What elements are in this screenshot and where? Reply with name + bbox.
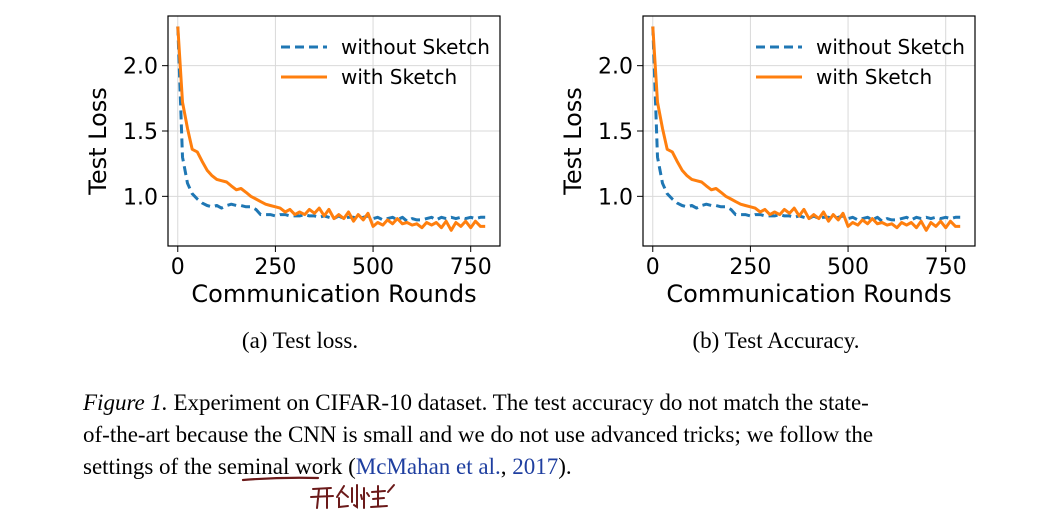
caption-line-3-end: ). bbox=[558, 454, 571, 479]
underlined-word: seminal bbox=[218, 454, 290, 479]
figure-label: Figure 1. bbox=[82, 390, 168, 415]
x-tick-label: 750 bbox=[450, 255, 492, 280]
citation-link[interactable]: McMahan et al. bbox=[356, 454, 501, 479]
chart-panel-a: 0 250 500 750 1.0 1.5 2.0 without Sketch with … bbox=[84, 15, 501, 353]
series-line-with-sketch bbox=[651, 26, 961, 232]
x-tick-label: 250 bbox=[729, 255, 771, 280]
subcaption-b: (b) Test Accuracy. bbox=[693, 328, 860, 353]
hand-underline bbox=[241, 476, 320, 482]
series-line-without-sketch bbox=[651, 26, 961, 223]
y-tick-label: 1.5 bbox=[598, 120, 633, 145]
caption-line-3-mid: work ( bbox=[289, 454, 355, 479]
caption-line-1: Figure 1. Experiment on CIFAR-10 dataset… bbox=[82, 390, 869, 415]
legend-label-without-sketch: without Sketch bbox=[816, 35, 965, 59]
y-tick-label: 2.0 bbox=[598, 55, 633, 80]
x-tick-label: 750 bbox=[925, 255, 967, 280]
chart-panel-b: 0 250 500 750 1.0 1.5 2.0 without Sketch with … bbox=[559, 15, 976, 353]
x-tick-label: 500 bbox=[827, 255, 869, 280]
caption-line-2: of-the-art because the CNN is small and … bbox=[83, 422, 873, 447]
x-axis-label: Communication Rounds bbox=[191, 280, 476, 308]
series-line-with-sketch bbox=[176, 26, 486, 232]
y-axis-label: Test Loss bbox=[84, 87, 112, 196]
grid-lines bbox=[168, 16, 500, 246]
axis-ticks: 0 250 500 750 1.0 1.5 2.0 bbox=[598, 55, 967, 280]
caption-line-1-text: Experiment on CIFAR-10 dataset. The test… bbox=[168, 390, 869, 415]
y-axis-label: Test Loss bbox=[559, 87, 587, 196]
series-lines bbox=[651, 26, 961, 232]
figure-caption: Figure 1. Experiment on CIFAR-10 dataset… bbox=[82, 390, 873, 479]
citation-year-link[interactable]: 2017 bbox=[512, 454, 558, 479]
handwritten-note-glyphs bbox=[310, 484, 395, 509]
legend: without Sketch with Sketch bbox=[756, 35, 965, 89]
y-tick-label: 1.0 bbox=[123, 185, 158, 210]
series-lines bbox=[176, 26, 486, 232]
handwritten-annotation bbox=[241, 476, 395, 509]
subcaption-a: (a) Test loss. bbox=[242, 328, 358, 353]
legend-label-with-sketch: with Sketch bbox=[816, 65, 932, 89]
legend-label-without-sketch: without Sketch bbox=[341, 35, 490, 59]
citation-comma: , bbox=[501, 454, 513, 479]
x-axis-label: Communication Rounds bbox=[666, 280, 951, 308]
x-tick-label: 0 bbox=[171, 255, 185, 280]
legend-label-with-sketch: with Sketch bbox=[341, 65, 457, 89]
caption-line-3-start: settings of the bbox=[83, 454, 218, 479]
x-tick-label: 0 bbox=[646, 255, 660, 280]
caption-line-3: settings of the seminal work (McMahan et… bbox=[83, 454, 572, 479]
y-tick-label: 1.5 bbox=[123, 120, 158, 145]
y-tick-label: 2.0 bbox=[123, 55, 158, 80]
x-tick-label: 500 bbox=[352, 255, 394, 280]
series-line-without-sketch bbox=[176, 26, 486, 223]
x-tick-label: 250 bbox=[254, 255, 296, 280]
grid-lines bbox=[643, 16, 975, 246]
axis-ticks: 0 250 500 750 1.0 1.5 2.0 bbox=[123, 55, 492, 280]
legend: without Sketch with Sketch bbox=[281, 35, 490, 89]
y-tick-label: 1.0 bbox=[598, 185, 633, 210]
